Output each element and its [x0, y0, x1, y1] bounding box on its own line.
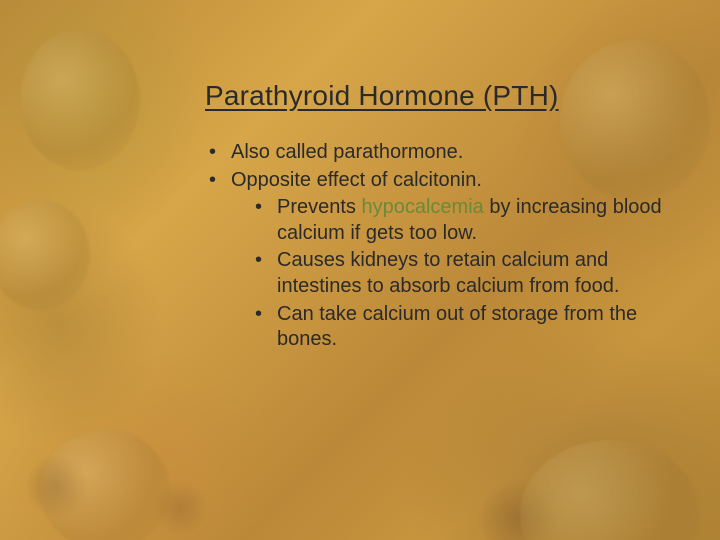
keyword-hypocalcemia: hypocalcemia — [361, 196, 483, 218]
sub-bullet-item: Causes kidneys to retain calcium and int… — [251, 248, 675, 299]
sub-bullet-pre: Causes kidneys to retain calcium and int… — [277, 249, 619, 297]
slide-title: Parathyroid Hormone (PTH) — [205, 80, 675, 112]
bullet-text: Also called parathormone. — [231, 141, 463, 163]
bullet-text: Opposite effect of calcitonin. — [231, 169, 482, 191]
bg-blob — [0, 200, 90, 310]
bullet-list: Also called parathormone. Opposite effec… — [205, 140, 675, 353]
content-area: Parathyroid Hormone (PTH) Also called pa… — [205, 80, 675, 355]
sub-bullet-item: Prevents hypocalcemia by increasing bloo… — [251, 195, 675, 246]
bg-blob — [520, 440, 700, 540]
bg-blob — [40, 430, 170, 540]
sub-bullet-pre: Prevents — [277, 196, 361, 218]
bullet-item: Opposite effect of calcitonin. Prevents … — [205, 168, 675, 353]
sub-bullet-list: Prevents hypocalcemia by increasing bloo… — [231, 195, 675, 353]
sub-bullet-pre: Can take calcium out of storage from the… — [277, 303, 637, 351]
bg-blob — [20, 30, 140, 170]
slide: Parathyroid Hormone (PTH) Also called pa… — [0, 0, 720, 540]
bullet-item: Also called parathormone. — [205, 140, 675, 166]
sub-bullet-item: Can take calcium out of storage from the… — [251, 302, 675, 353]
